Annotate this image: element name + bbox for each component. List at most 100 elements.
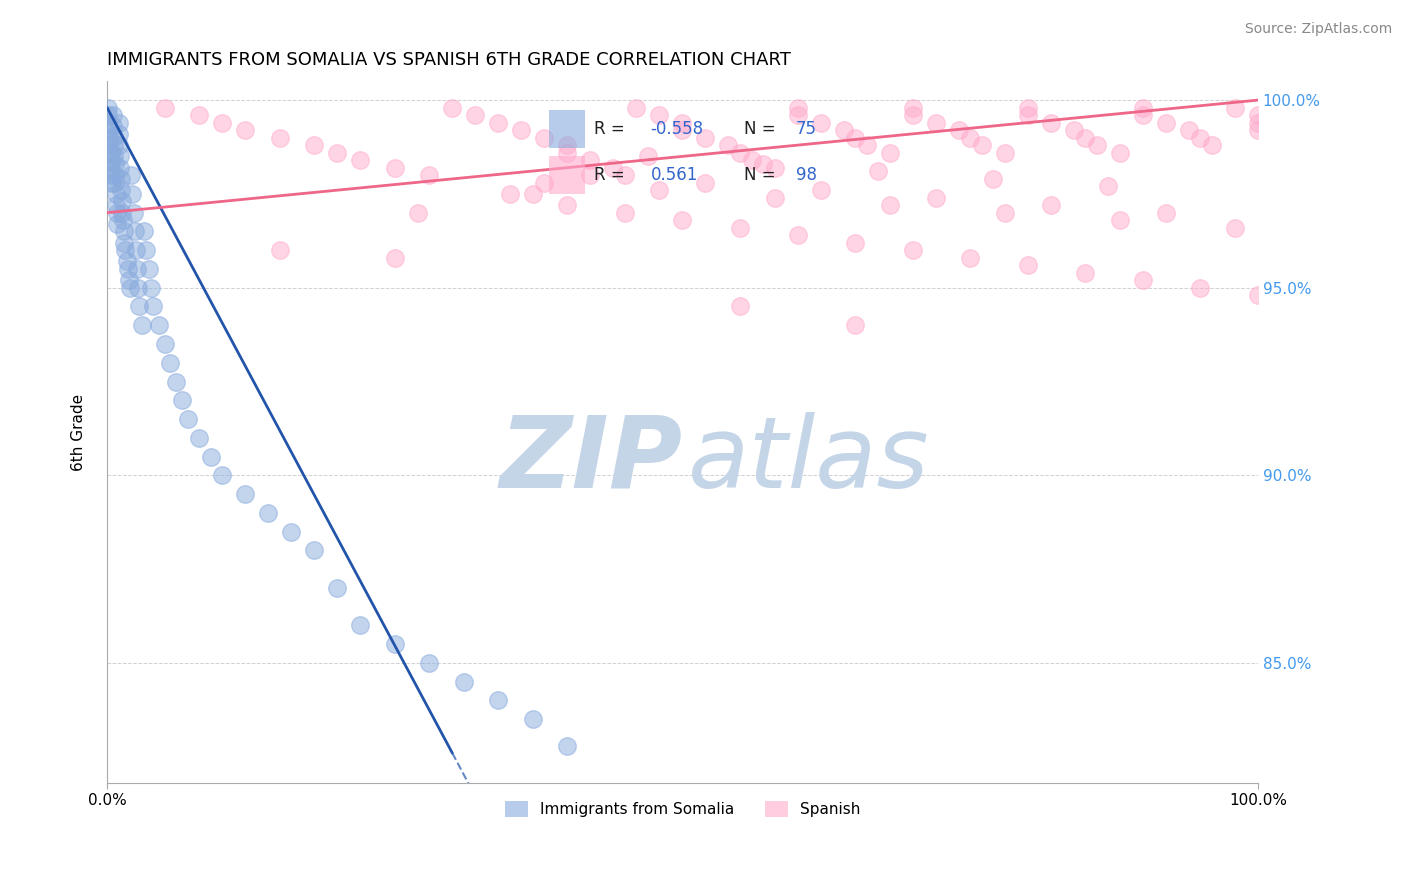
Point bbox=[522, 712, 544, 726]
Text: ZIP: ZIP bbox=[499, 412, 682, 508]
Point bbox=[302, 543, 325, 558]
Point bbox=[1039, 115, 1062, 129]
Point bbox=[127, 281, 149, 295]
Point bbox=[101, 130, 124, 145]
Point bbox=[901, 243, 924, 257]
Point bbox=[101, 108, 124, 122]
Point bbox=[695, 176, 717, 190]
Point bbox=[879, 145, 901, 160]
Point bbox=[98, 123, 121, 137]
Point bbox=[1223, 220, 1246, 235]
Point bbox=[104, 168, 127, 182]
Point bbox=[233, 487, 256, 501]
Point bbox=[100, 153, 122, 168]
Point bbox=[257, 506, 280, 520]
Text: IMMIGRANTS FROM SOMALIA VS SPANISH 6TH GRADE CORRELATION CHART: IMMIGRANTS FROM SOMALIA VS SPANISH 6TH G… bbox=[107, 51, 792, 69]
Point bbox=[728, 220, 751, 235]
Point bbox=[114, 243, 136, 257]
Point bbox=[135, 243, 157, 257]
Point bbox=[118, 273, 141, 287]
Point bbox=[211, 115, 233, 129]
Point bbox=[486, 693, 509, 707]
Point bbox=[107, 217, 129, 231]
Point bbox=[128, 300, 150, 314]
Point bbox=[233, 123, 256, 137]
Point bbox=[97, 108, 120, 122]
Point bbox=[671, 123, 693, 137]
Point bbox=[626, 101, 648, 115]
Point bbox=[97, 115, 120, 129]
Point bbox=[110, 183, 132, 197]
Point bbox=[1247, 288, 1270, 302]
Point bbox=[103, 149, 125, 163]
Point bbox=[110, 172, 132, 186]
Point bbox=[384, 637, 406, 651]
Point bbox=[112, 213, 135, 227]
Point bbox=[124, 224, 146, 238]
Point bbox=[602, 161, 624, 175]
Point bbox=[717, 138, 740, 153]
Point bbox=[153, 101, 176, 115]
Point bbox=[1247, 115, 1270, 129]
Point bbox=[159, 356, 181, 370]
Y-axis label: 6th Grade: 6th Grade bbox=[72, 393, 86, 471]
Legend: Immigrants from Somalia, Spanish: Immigrants from Somalia, Spanish bbox=[498, 793, 868, 824]
Point bbox=[924, 191, 946, 205]
Point bbox=[1154, 115, 1177, 129]
Point bbox=[763, 191, 786, 205]
Point bbox=[522, 186, 544, 201]
Point bbox=[1017, 258, 1039, 272]
Point bbox=[533, 130, 555, 145]
Point bbox=[1085, 138, 1108, 153]
Point bbox=[752, 157, 775, 171]
Point bbox=[188, 108, 211, 122]
Point bbox=[148, 318, 170, 333]
Point bbox=[111, 194, 134, 209]
Point bbox=[104, 157, 127, 171]
Point bbox=[557, 198, 579, 212]
Point bbox=[170, 393, 193, 408]
Point bbox=[138, 262, 160, 277]
Text: Source: ZipAtlas.com: Source: ZipAtlas.com bbox=[1244, 22, 1392, 37]
Point bbox=[384, 161, 406, 175]
Point bbox=[499, 186, 522, 201]
Point bbox=[557, 138, 579, 153]
Point bbox=[728, 145, 751, 160]
Point bbox=[108, 149, 131, 163]
Point bbox=[418, 168, 440, 182]
Point bbox=[970, 138, 993, 153]
Point bbox=[959, 130, 981, 145]
Point bbox=[1189, 130, 1212, 145]
Point bbox=[349, 618, 371, 632]
Point bbox=[1132, 101, 1154, 115]
Point bbox=[176, 412, 198, 426]
Point bbox=[1108, 213, 1130, 227]
Point bbox=[557, 145, 579, 160]
Point bbox=[107, 115, 129, 129]
Point bbox=[211, 468, 233, 483]
Point bbox=[924, 115, 946, 129]
Point bbox=[557, 739, 579, 753]
Point bbox=[901, 101, 924, 115]
Point bbox=[613, 168, 636, 182]
Point bbox=[112, 235, 135, 250]
Point bbox=[810, 183, 832, 197]
Point bbox=[786, 101, 808, 115]
Point bbox=[579, 153, 602, 168]
Point bbox=[115, 254, 138, 268]
Point bbox=[1097, 179, 1119, 194]
Point bbox=[486, 115, 509, 129]
Point bbox=[868, 164, 890, 178]
Point bbox=[832, 123, 855, 137]
Point bbox=[326, 145, 349, 160]
Point bbox=[125, 262, 148, 277]
Point bbox=[844, 235, 866, 250]
Point bbox=[901, 108, 924, 122]
Point bbox=[879, 198, 901, 212]
Point bbox=[100, 168, 122, 182]
Point bbox=[153, 337, 176, 351]
Point bbox=[418, 656, 440, 670]
Point bbox=[269, 243, 291, 257]
Point bbox=[1247, 123, 1270, 137]
Point bbox=[101, 120, 124, 134]
